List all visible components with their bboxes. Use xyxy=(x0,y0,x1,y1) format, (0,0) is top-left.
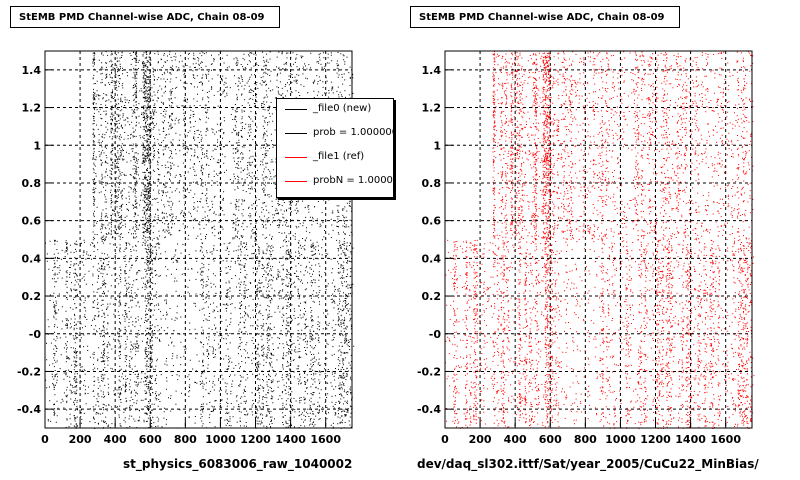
right-chart-title: StEMB PMD Channel-wise ADC, Chain 08-09 xyxy=(410,6,680,28)
y-tick-label-9: 1.4 xyxy=(22,64,42,77)
x-tick-label-5: 1000 xyxy=(605,433,636,446)
y-tick-label-4: 0.4 xyxy=(22,252,42,265)
y-tick-label-2: -0 xyxy=(29,328,42,341)
x-tick-label-8: 1600 xyxy=(310,433,341,446)
y-tick-label-5: 0.6 xyxy=(22,215,42,228)
legend-label-prob: prob = 1.000000 xyxy=(313,127,394,138)
axes: 0 200 400 600 800 1000 1200 1400 1600 -0.4 -0.2 -0 0… xyxy=(17,64,341,446)
plot-frame xyxy=(444,50,753,429)
y-tick-label-0: -0.4 xyxy=(417,403,441,416)
scatter-points xyxy=(445,51,755,429)
x-tick-label-4: 800 xyxy=(574,433,597,446)
x-tick-label-1: 200 xyxy=(69,433,92,446)
x-tick-label-6: 1200 xyxy=(240,433,271,446)
axes: 0 200 400 600 800 1000 1200 1400 1600 -0.4 -0.2 -0 0… xyxy=(417,64,741,446)
legend: _file0 (new) prob = 1.000000 _file1 (ref… xyxy=(276,98,394,198)
x-tick-label-5: 1000 xyxy=(205,433,236,446)
x-tick-label-7: 1400 xyxy=(675,433,706,446)
x-tick-label-1: 200 xyxy=(469,433,492,446)
grid xyxy=(45,51,352,428)
y-tick-label-3: 0.2 xyxy=(422,290,442,303)
y-tick-label-1: -0.2 xyxy=(17,365,41,378)
legend-label-file0: _file0 (new) xyxy=(313,103,372,114)
x-tick-label-8: 1600 xyxy=(710,433,741,446)
y-tick-label-7: 1 xyxy=(433,139,441,152)
x-tick-label-3: 600 xyxy=(139,433,162,446)
scatter-point-cloud xyxy=(445,51,755,429)
y-tick-label-4: 0.4 xyxy=(422,252,442,265)
x-tick-label-6: 1200 xyxy=(640,433,671,446)
legend-entry-file1: _file1 (ref) xyxy=(277,150,393,164)
grid xyxy=(445,51,752,428)
x-tick-label-7: 1400 xyxy=(275,433,306,446)
y-tick-label-7: 1 xyxy=(33,139,41,152)
legend-entry-prob: prob = 1.000000 xyxy=(277,126,393,140)
x-tick-label-3: 600 xyxy=(539,433,562,446)
y-tick-label-1: -0.2 xyxy=(417,365,441,378)
y-tick-label-8: 1.2 xyxy=(22,102,42,115)
y-tick-label-3: 0.2 xyxy=(22,290,42,303)
legend-entry-probn: probN = 1.000000 xyxy=(277,174,393,188)
x-tick-label-0: 0 xyxy=(41,433,49,446)
left-scatter-plot: 0 200 400 600 800 1000 1200 1400 1600 -0.4 -0.2 -0 0… xyxy=(17,50,355,446)
y-tick-label-9: 1.4 xyxy=(422,64,442,77)
legend-entry-file0: _file0 (new) xyxy=(277,102,393,116)
y-tick-label-8: 1.2 xyxy=(422,102,442,115)
right-x-axis-label: dev/daq_sl302.ittf/Sat/year_2005/CuCu22_… xyxy=(417,457,759,471)
legend-label-file1: _file1 (ref) xyxy=(313,151,365,162)
y-tick-label-5: 0.6 xyxy=(422,215,442,228)
y-tick-label-6: 0.8 xyxy=(422,177,442,190)
x-tick-label-4: 800 xyxy=(174,433,197,446)
x-tick-label-2: 400 xyxy=(104,433,127,446)
left-chart-title: StEMB PMD Channel-wise ADC, Chain 08-09 xyxy=(10,6,280,28)
y-tick-label-6: 0.8 xyxy=(22,177,42,190)
x-tick-label-2: 400 xyxy=(504,433,527,446)
legend-label-probn: probN = 1.000000 xyxy=(313,175,393,186)
right-scatter-plot: 0 200 400 600 800 1000 1200 1400 1600 -0.4 -0.2 -0 0… xyxy=(417,50,755,446)
y-tick-label-0: -0.4 xyxy=(17,403,41,416)
y-tick-label-2: -0 xyxy=(429,328,442,341)
left-x-axis-label: st_physics_6083006_raw_1040002 xyxy=(123,457,353,471)
x-tick-label-0: 0 xyxy=(441,433,449,446)
plot-frame xyxy=(44,50,353,429)
